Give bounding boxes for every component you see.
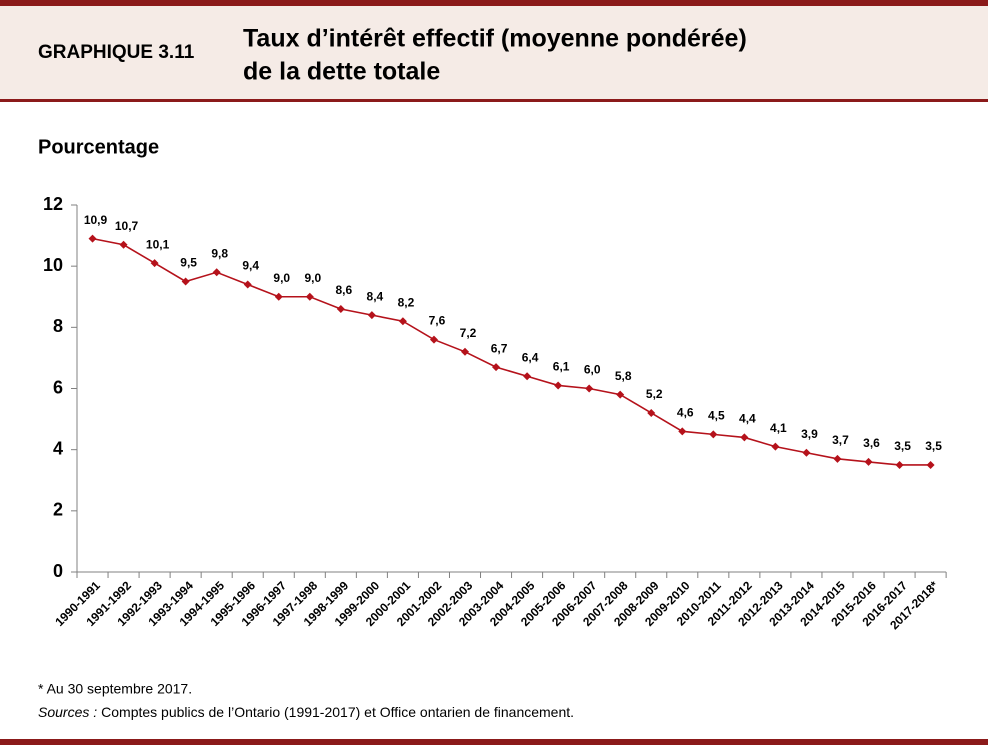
data-label: 3,6 bbox=[863, 436, 880, 450]
marker bbox=[709, 430, 718, 439]
sources-text: Comptes publics de l’Ontario (1991-2017)… bbox=[101, 704, 574, 720]
marker bbox=[740, 433, 749, 442]
data-label: 4,5 bbox=[708, 409, 725, 423]
marker bbox=[523, 372, 532, 381]
data-label: 5,2 bbox=[646, 387, 663, 401]
marker bbox=[833, 454, 842, 463]
data-label: 10,7 bbox=[115, 219, 139, 233]
data-label: 10,1 bbox=[146, 237, 170, 251]
marker bbox=[895, 460, 904, 469]
data-label: 8,2 bbox=[398, 295, 415, 309]
marker bbox=[305, 292, 314, 301]
data-label: 4,6 bbox=[677, 405, 694, 419]
marker bbox=[554, 381, 563, 390]
marker bbox=[88, 234, 97, 243]
marker bbox=[398, 317, 407, 326]
y-tick-label: 2 bbox=[53, 500, 63, 520]
data-label: 9,0 bbox=[304, 271, 321, 285]
marker bbox=[336, 304, 345, 313]
header-top-rule bbox=[0, 0, 988, 6]
marker bbox=[367, 311, 376, 320]
plot: 0246810121990-19911991-19921992-19931993… bbox=[43, 194, 947, 632]
sources: Sources : Comptes publics de l’Ontario (1… bbox=[38, 704, 574, 720]
marker bbox=[492, 363, 501, 372]
marker bbox=[926, 460, 935, 469]
y-axis-label: Pourcentage bbox=[38, 136, 159, 158]
marker bbox=[274, 292, 283, 301]
header-bottom-rule bbox=[0, 99, 988, 102]
data-label: 4,4 bbox=[739, 412, 756, 426]
data-label: 6,7 bbox=[491, 341, 508, 355]
data-label: 6,1 bbox=[553, 360, 570, 374]
data-label: 3,9 bbox=[801, 427, 818, 441]
y-tick-label: 6 bbox=[53, 377, 63, 397]
data-label: 9,5 bbox=[180, 256, 197, 270]
data-label: 8,4 bbox=[367, 289, 384, 303]
data-label: 10,9 bbox=[84, 213, 108, 227]
footnote: * Au 30 septembre 2017. bbox=[38, 681, 192, 697]
marker bbox=[181, 277, 190, 286]
marker bbox=[864, 457, 873, 466]
data-label: 9,8 bbox=[211, 246, 228, 260]
data-label: 3,5 bbox=[894, 439, 911, 453]
y-tick-label: 8 bbox=[53, 316, 63, 336]
data-label: 3,5 bbox=[925, 439, 942, 453]
y-tick-label: 4 bbox=[53, 438, 63, 458]
marker bbox=[150, 259, 159, 268]
chart-title: Taux d’intérêt effectif (moyenne pondéré… bbox=[243, 25, 747, 53]
marker bbox=[429, 335, 438, 344]
marker bbox=[771, 442, 780, 451]
chart-label: GRAPHIQUE 3.11 bbox=[38, 42, 195, 63]
marker bbox=[616, 390, 625, 399]
y-tick-label: 10 bbox=[43, 255, 63, 275]
marker bbox=[119, 240, 128, 249]
data-label: 7,6 bbox=[429, 314, 446, 328]
footer-rule bbox=[0, 739, 988, 745]
marker bbox=[585, 384, 594, 393]
marker bbox=[461, 347, 469, 356]
data-label: 9,4 bbox=[242, 259, 259, 273]
chart-title: de la dette totale bbox=[243, 58, 440, 86]
data-label: 4,1 bbox=[770, 421, 787, 435]
data-label: 6,0 bbox=[584, 363, 601, 377]
data-label: 8,6 bbox=[335, 283, 352, 297]
marker bbox=[243, 280, 252, 289]
data-label: 9,0 bbox=[273, 271, 290, 285]
y-tick-label: 0 bbox=[53, 561, 63, 581]
marker bbox=[647, 408, 656, 417]
data-label: 6,4 bbox=[522, 350, 539, 364]
marker bbox=[802, 448, 811, 457]
data-label: 5,8 bbox=[615, 369, 632, 383]
data-label: 3,7 bbox=[832, 433, 849, 447]
sources-label: Sources : bbox=[38, 704, 97, 720]
data-label: 7,2 bbox=[460, 326, 477, 340]
marker bbox=[212, 268, 221, 277]
marker bbox=[678, 427, 687, 436]
line bbox=[92, 237, 931, 466]
y-tick-label: 12 bbox=[43, 194, 63, 214]
header-background bbox=[0, 0, 988, 102]
